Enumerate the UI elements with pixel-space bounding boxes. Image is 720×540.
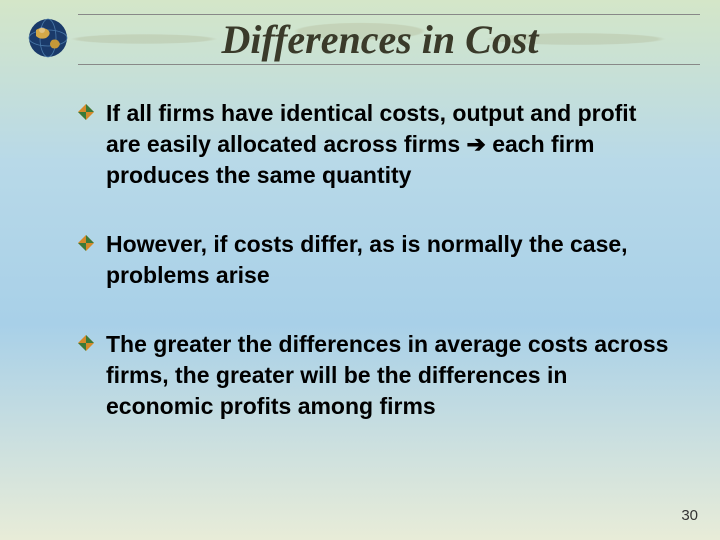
bullet-item: The greater the differences in average c…: [78, 329, 670, 422]
title-rule-top: [78, 14, 700, 15]
bullet-text: The greater the differences in average c…: [106, 329, 670, 422]
bullet-text: If all firms have identical costs, outpu…: [106, 98, 670, 191]
title-area: Differences in Cost: [0, 0, 720, 78]
content-area: If all firms have identical costs, outpu…: [0, 78, 720, 422]
globe-icon: [28, 18, 68, 58]
arrow-icon: ➔: [467, 131, 486, 157]
diamond-bullet-icon: [78, 104, 100, 125]
bullet-text: However, if costs differ, as is normally…: [106, 229, 670, 291]
bullet-item: If all firms have identical costs, outpu…: [78, 98, 670, 191]
diamond-bullet-icon: [78, 335, 100, 356]
page-number: 30: [681, 507, 698, 524]
bullet-item: However, if costs differ, as is normally…: [78, 229, 670, 291]
title-rule-bottom: [78, 64, 700, 65]
slide-title: Differences in Cost: [0, 16, 720, 64]
diamond-bullet-icon: [78, 235, 100, 256]
